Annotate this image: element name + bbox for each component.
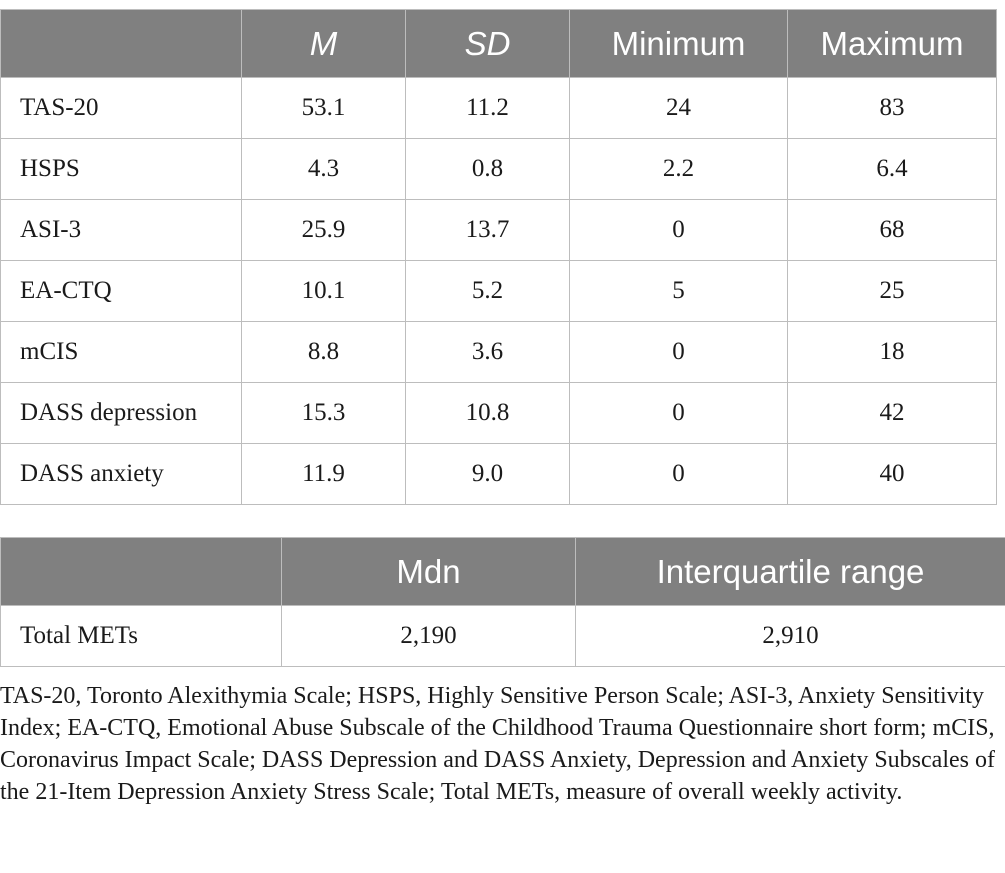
header-mean: M (241, 9, 406, 78)
table-row: DASS depression 15.3 10.8 0 42 (0, 382, 997, 444)
cell-sd: 10.8 (405, 382, 570, 444)
table-row: ASI-3 25.9 13.7 0 68 (0, 199, 997, 261)
cell-maximum: 40 (787, 443, 997, 505)
header-empty (0, 9, 242, 78)
table-row: DASS anxiety 11.9 9.0 0 40 (0, 443, 997, 505)
cell-sd: 9.0 (405, 443, 570, 505)
cell-maximum: 6.4 (787, 138, 997, 200)
cell-minimum: 0 (569, 382, 788, 444)
cell-sd: 11.2 (405, 77, 570, 139)
header-maximum: Maximum (787, 9, 997, 78)
descriptive-statistics-table: M SD Minimum Maximum TAS-20 53.1 11.2 24… (0, 9, 997, 505)
row-label: DASS anxiety (0, 443, 242, 505)
table-header-row: Mdn Interquartile range (0, 537, 1005, 606)
table-footnote: TAS-20, Toronto Alexithymia Scale; HSPS,… (0, 683, 995, 805)
table-row: HSPS 4.3 0.8 2.2 6.4 (0, 138, 997, 200)
cell-maximum: 83 (787, 77, 997, 139)
cell-sd: 0.8 (405, 138, 570, 200)
table-row: TAS-20 53.1 11.2 24 83 (0, 77, 997, 139)
cell-minimum: 0 (569, 321, 788, 383)
cell-mean: 11.9 (241, 443, 406, 505)
cell-sd: 13.7 (405, 199, 570, 261)
cell-median: 2,190 (281, 605, 576, 667)
cell-mean: 25.9 (241, 199, 406, 261)
header-interquartile-range: Interquartile range (575, 537, 1005, 606)
row-label: EA-CTQ (0, 260, 242, 322)
table-row: EA-CTQ 10.1 5.2 5 25 (0, 260, 997, 322)
cell-minimum: 24 (569, 77, 788, 139)
cell-sd: 5.2 (405, 260, 570, 322)
mets-statistics-table: Mdn Interquartile range Total METs 2,190… (0, 537, 1005, 667)
cell-interquartile-range: 2,910 (575, 605, 1005, 667)
row-label: HSPS (0, 138, 242, 200)
table-row: mCIS 8.8 3.6 0 18 (0, 321, 997, 383)
cell-minimum: 2.2 (569, 138, 788, 200)
cell-maximum: 25 (787, 260, 997, 322)
cell-sd: 3.6 (405, 321, 570, 383)
row-label: Total METs (0, 605, 282, 667)
cell-mean: 8.8 (241, 321, 406, 383)
cell-mean: 15.3 (241, 382, 406, 444)
table-row: Total METs 2,190 2,910 (0, 605, 1005, 667)
cell-minimum: 5 (569, 260, 788, 322)
cell-minimum: 0 (569, 199, 788, 261)
cell-mean: 4.3 (241, 138, 406, 200)
header-empty (0, 537, 282, 606)
header-minimum: Minimum (569, 9, 788, 78)
cell-minimum: 0 (569, 443, 788, 505)
table-header-row: M SD Minimum Maximum (0, 9, 997, 78)
cell-maximum: 68 (787, 199, 997, 261)
cell-maximum: 18 (787, 321, 997, 383)
row-label: TAS-20 (0, 77, 242, 139)
cell-mean: 53.1 (241, 77, 406, 139)
header-sd: SD (405, 9, 570, 78)
header-median: Mdn (281, 537, 576, 606)
row-label: DASS depression (0, 382, 242, 444)
cell-mean: 10.1 (241, 260, 406, 322)
cell-maximum: 42 (787, 382, 997, 444)
row-label: mCIS (0, 321, 242, 383)
row-label: ASI-3 (0, 199, 242, 261)
